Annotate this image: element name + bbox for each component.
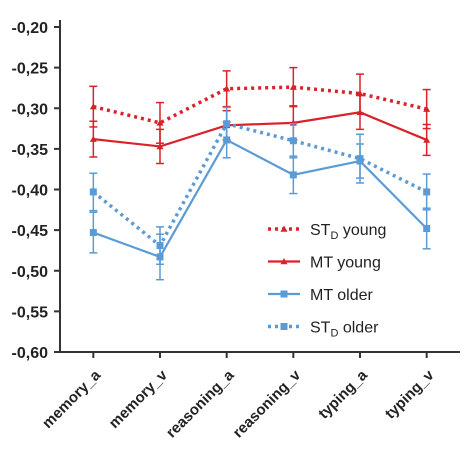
series-0 bbox=[89, 66, 431, 144]
data-point bbox=[89, 188, 97, 196]
y-tick-label: -0,55 bbox=[12, 304, 49, 321]
y-ticks: -0,20 -0,25 -0,30 -0,35 -0,40 -0,45 -0,50 -0,55… bbox=[12, 20, 60, 362]
data-point bbox=[156, 142, 164, 150]
y-tick-label: -0,45 bbox=[12, 223, 49, 240]
data-point bbox=[423, 136, 431, 143]
legend-swatch-marker bbox=[280, 290, 288, 298]
data-point bbox=[423, 225, 431, 232]
data-point bbox=[289, 137, 297, 145]
legend: STD young MT young MT older STD older bbox=[268, 222, 386, 340]
axes bbox=[59, 20, 460, 353]
y-tick-label: -0,30 bbox=[12, 101, 49, 118]
legend-label: MT older bbox=[310, 287, 374, 304]
series-line bbox=[92, 85, 428, 125]
y-tick-label: -0,50 bbox=[12, 264, 49, 281]
series-1 bbox=[89, 94, 431, 165]
series-line bbox=[92, 138, 428, 259]
y-tick-label: -0,35 bbox=[12, 142, 49, 159]
x-tick-label: reasoning_v bbox=[230, 366, 305, 441]
series-line bbox=[92, 121, 428, 249]
series-layer bbox=[89, 66, 431, 281]
x-tick-label: typing_v bbox=[382, 366, 438, 422]
data-point bbox=[156, 119, 164, 126]
series-3 bbox=[89, 106, 431, 265]
legend-label: MT young bbox=[310, 255, 381, 272]
data-point bbox=[156, 242, 164, 250]
y-tick-label: -0,60 bbox=[12, 345, 49, 362]
legend-swatch-marker bbox=[280, 258, 288, 265]
x-tick-label: reasoning_a bbox=[163, 366, 238, 441]
data-point bbox=[223, 85, 231, 92]
data-point bbox=[89, 103, 97, 110]
y-tick-label: -0,40 bbox=[12, 183, 49, 200]
legend-label: STD older bbox=[310, 320, 379, 340]
legend-item-3: STD older bbox=[268, 320, 379, 340]
legend-item-1: MT young bbox=[268, 255, 381, 272]
legend-swatch-marker bbox=[280, 323, 288, 330]
series-line bbox=[93, 111, 428, 148]
data-point bbox=[423, 188, 431, 196]
data-point bbox=[89, 229, 97, 237]
data-point bbox=[356, 155, 364, 163]
data-point bbox=[223, 120, 231, 128]
x-tick-label: memory_a bbox=[39, 366, 105, 432]
data-point bbox=[356, 108, 364, 116]
data-point bbox=[423, 105, 431, 112]
x-tick-label: memory_v bbox=[106, 366, 172, 432]
legend-item-2: MT older bbox=[268, 287, 374, 304]
legend-item-0: STD young bbox=[268, 222, 386, 242]
y-tick-label: -0,20 bbox=[12, 20, 49, 37]
legend-swatch-marker bbox=[280, 225, 288, 232]
data-point bbox=[289, 83, 297, 90]
data-point bbox=[89, 135, 97, 142]
legend-label: STD young bbox=[310, 222, 386, 242]
data-point bbox=[289, 171, 297, 179]
x-tick-label: typing_a bbox=[315, 366, 371, 422]
y-tick-label: -0,25 bbox=[12, 61, 49, 78]
